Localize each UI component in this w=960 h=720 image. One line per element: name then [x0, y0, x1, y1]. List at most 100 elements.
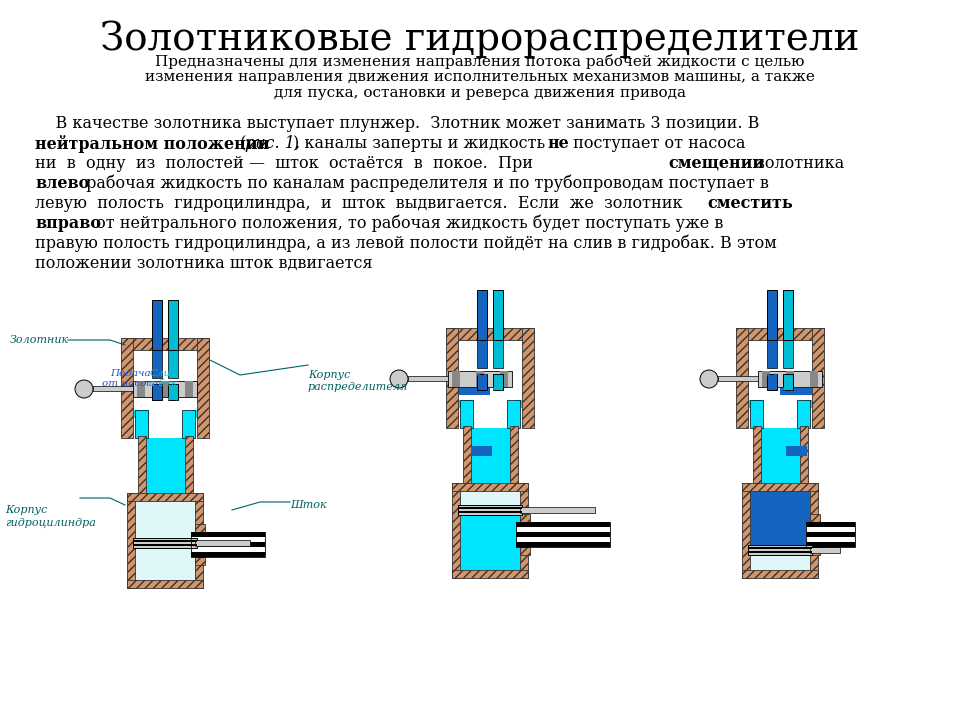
- Text: рис. 1,: рис. 1,: [245, 135, 300, 152]
- Bar: [452, 570, 528, 578]
- Bar: [742, 570, 818, 578]
- Bar: [484, 428, 496, 483]
- Bar: [493, 374, 503, 390]
- Bar: [761, 428, 800, 483]
- Bar: [452, 371, 460, 387]
- Text: ) каналы заперты и жидкость: ) каналы заперты и жидкость: [293, 135, 550, 152]
- Bar: [460, 491, 520, 505]
- Text: для пуска, остановки и реверса движения привода: для пуска, остановки и реверса движения …: [274, 86, 686, 100]
- Bar: [806, 527, 855, 532]
- Bar: [133, 540, 197, 542]
- Bar: [516, 537, 610, 542]
- Bar: [191, 547, 265, 552]
- Text: Шток: Шток: [290, 500, 326, 510]
- Bar: [520, 507, 595, 513]
- Bar: [783, 340, 793, 368]
- Bar: [736, 328, 748, 428]
- Bar: [516, 522, 610, 527]
- Bar: [750, 491, 810, 545]
- Text: влево: влево: [35, 175, 89, 192]
- Bar: [507, 400, 520, 428]
- Bar: [783, 290, 793, 340]
- Bar: [748, 547, 812, 549]
- Bar: [195, 557, 205, 565]
- Bar: [748, 400, 764, 408]
- Bar: [127, 493, 135, 588]
- Bar: [476, 371, 484, 387]
- Bar: [135, 548, 195, 580]
- Bar: [742, 483, 750, 578]
- Bar: [191, 537, 265, 542]
- Text: от нейтрального положения, то рабочая жидкость будет поступать уже в: от нейтрального положения, то рабочая жи…: [91, 215, 724, 233]
- Text: Корпус
гидроцилиндра: Корпус гидроцилиндра: [5, 505, 96, 528]
- Bar: [742, 483, 818, 491]
- Bar: [812, 328, 824, 428]
- Bar: [520, 483, 528, 578]
- Bar: [191, 532, 265, 557]
- Bar: [458, 511, 522, 513]
- Bar: [477, 290, 487, 340]
- Text: левую  полость  гидроцилиндра,  и  шток  выдвигается.  Если  же  золотник: левую полость гидроцилиндра, и шток выдв…: [35, 195, 693, 212]
- Bar: [159, 438, 171, 493]
- Bar: [191, 552, 265, 557]
- Bar: [810, 514, 820, 522]
- Bar: [516, 400, 532, 408]
- Bar: [810, 483, 818, 578]
- Bar: [133, 410, 149, 418]
- Bar: [127, 580, 203, 588]
- Bar: [452, 483, 460, 578]
- Bar: [195, 540, 250, 546]
- Bar: [762, 371, 770, 387]
- Bar: [753, 426, 761, 483]
- Text: ни  в  одну  из  полостей —  шток  остаётся  в  покое.  При: ни в одну из полостей — шток остаётся в …: [35, 155, 543, 172]
- Bar: [458, 507, 522, 509]
- Text: положении золотника шток вдвигается: положении золотника шток вдвигается: [35, 255, 372, 272]
- Bar: [152, 300, 162, 350]
- Bar: [750, 555, 810, 570]
- Bar: [446, 328, 458, 428]
- Bar: [93, 386, 133, 391]
- Bar: [774, 428, 786, 483]
- Bar: [146, 438, 185, 493]
- Bar: [500, 371, 508, 387]
- Text: Слив
а бак: Слив а бак: [149, 369, 177, 388]
- Bar: [458, 400, 474, 408]
- Circle shape: [390, 370, 408, 388]
- Bar: [493, 340, 503, 368]
- Bar: [182, 410, 195, 438]
- Bar: [191, 532, 265, 537]
- Bar: [758, 371, 822, 387]
- Bar: [522, 328, 534, 428]
- Bar: [520, 547, 530, 555]
- Bar: [477, 340, 487, 368]
- Text: поступает от насоса: поступает от насоса: [568, 135, 746, 152]
- Bar: [133, 350, 197, 438]
- Bar: [806, 400, 822, 408]
- Bar: [516, 542, 610, 547]
- Text: рабочая жидкость по каналам распределителя и по трубопроводам поступает в: рабочая жидкость по каналам распределите…: [81, 175, 769, 192]
- Text: нейтральном положении: нейтральном положении: [35, 135, 269, 153]
- Circle shape: [75, 380, 93, 398]
- Bar: [133, 538, 197, 548]
- Bar: [786, 371, 794, 387]
- Bar: [800, 426, 808, 483]
- Bar: [810, 547, 820, 555]
- Bar: [806, 542, 855, 547]
- Bar: [408, 376, 448, 381]
- Bar: [448, 371, 512, 387]
- Bar: [810, 547, 840, 553]
- Bar: [452, 483, 528, 491]
- Bar: [806, 532, 855, 537]
- Bar: [797, 400, 810, 428]
- Bar: [516, 532, 610, 537]
- Bar: [135, 501, 195, 538]
- Bar: [168, 350, 178, 378]
- Bar: [458, 505, 522, 515]
- Bar: [806, 537, 855, 542]
- Bar: [516, 522, 610, 547]
- Text: изменения направления движения исполнительных механизмов машины, а также: изменения направления движения исполните…: [145, 70, 815, 84]
- Bar: [121, 338, 133, 438]
- Bar: [161, 381, 169, 397]
- Text: Подача
от насоса: Подача от насоса: [102, 369, 158, 388]
- Bar: [748, 551, 812, 553]
